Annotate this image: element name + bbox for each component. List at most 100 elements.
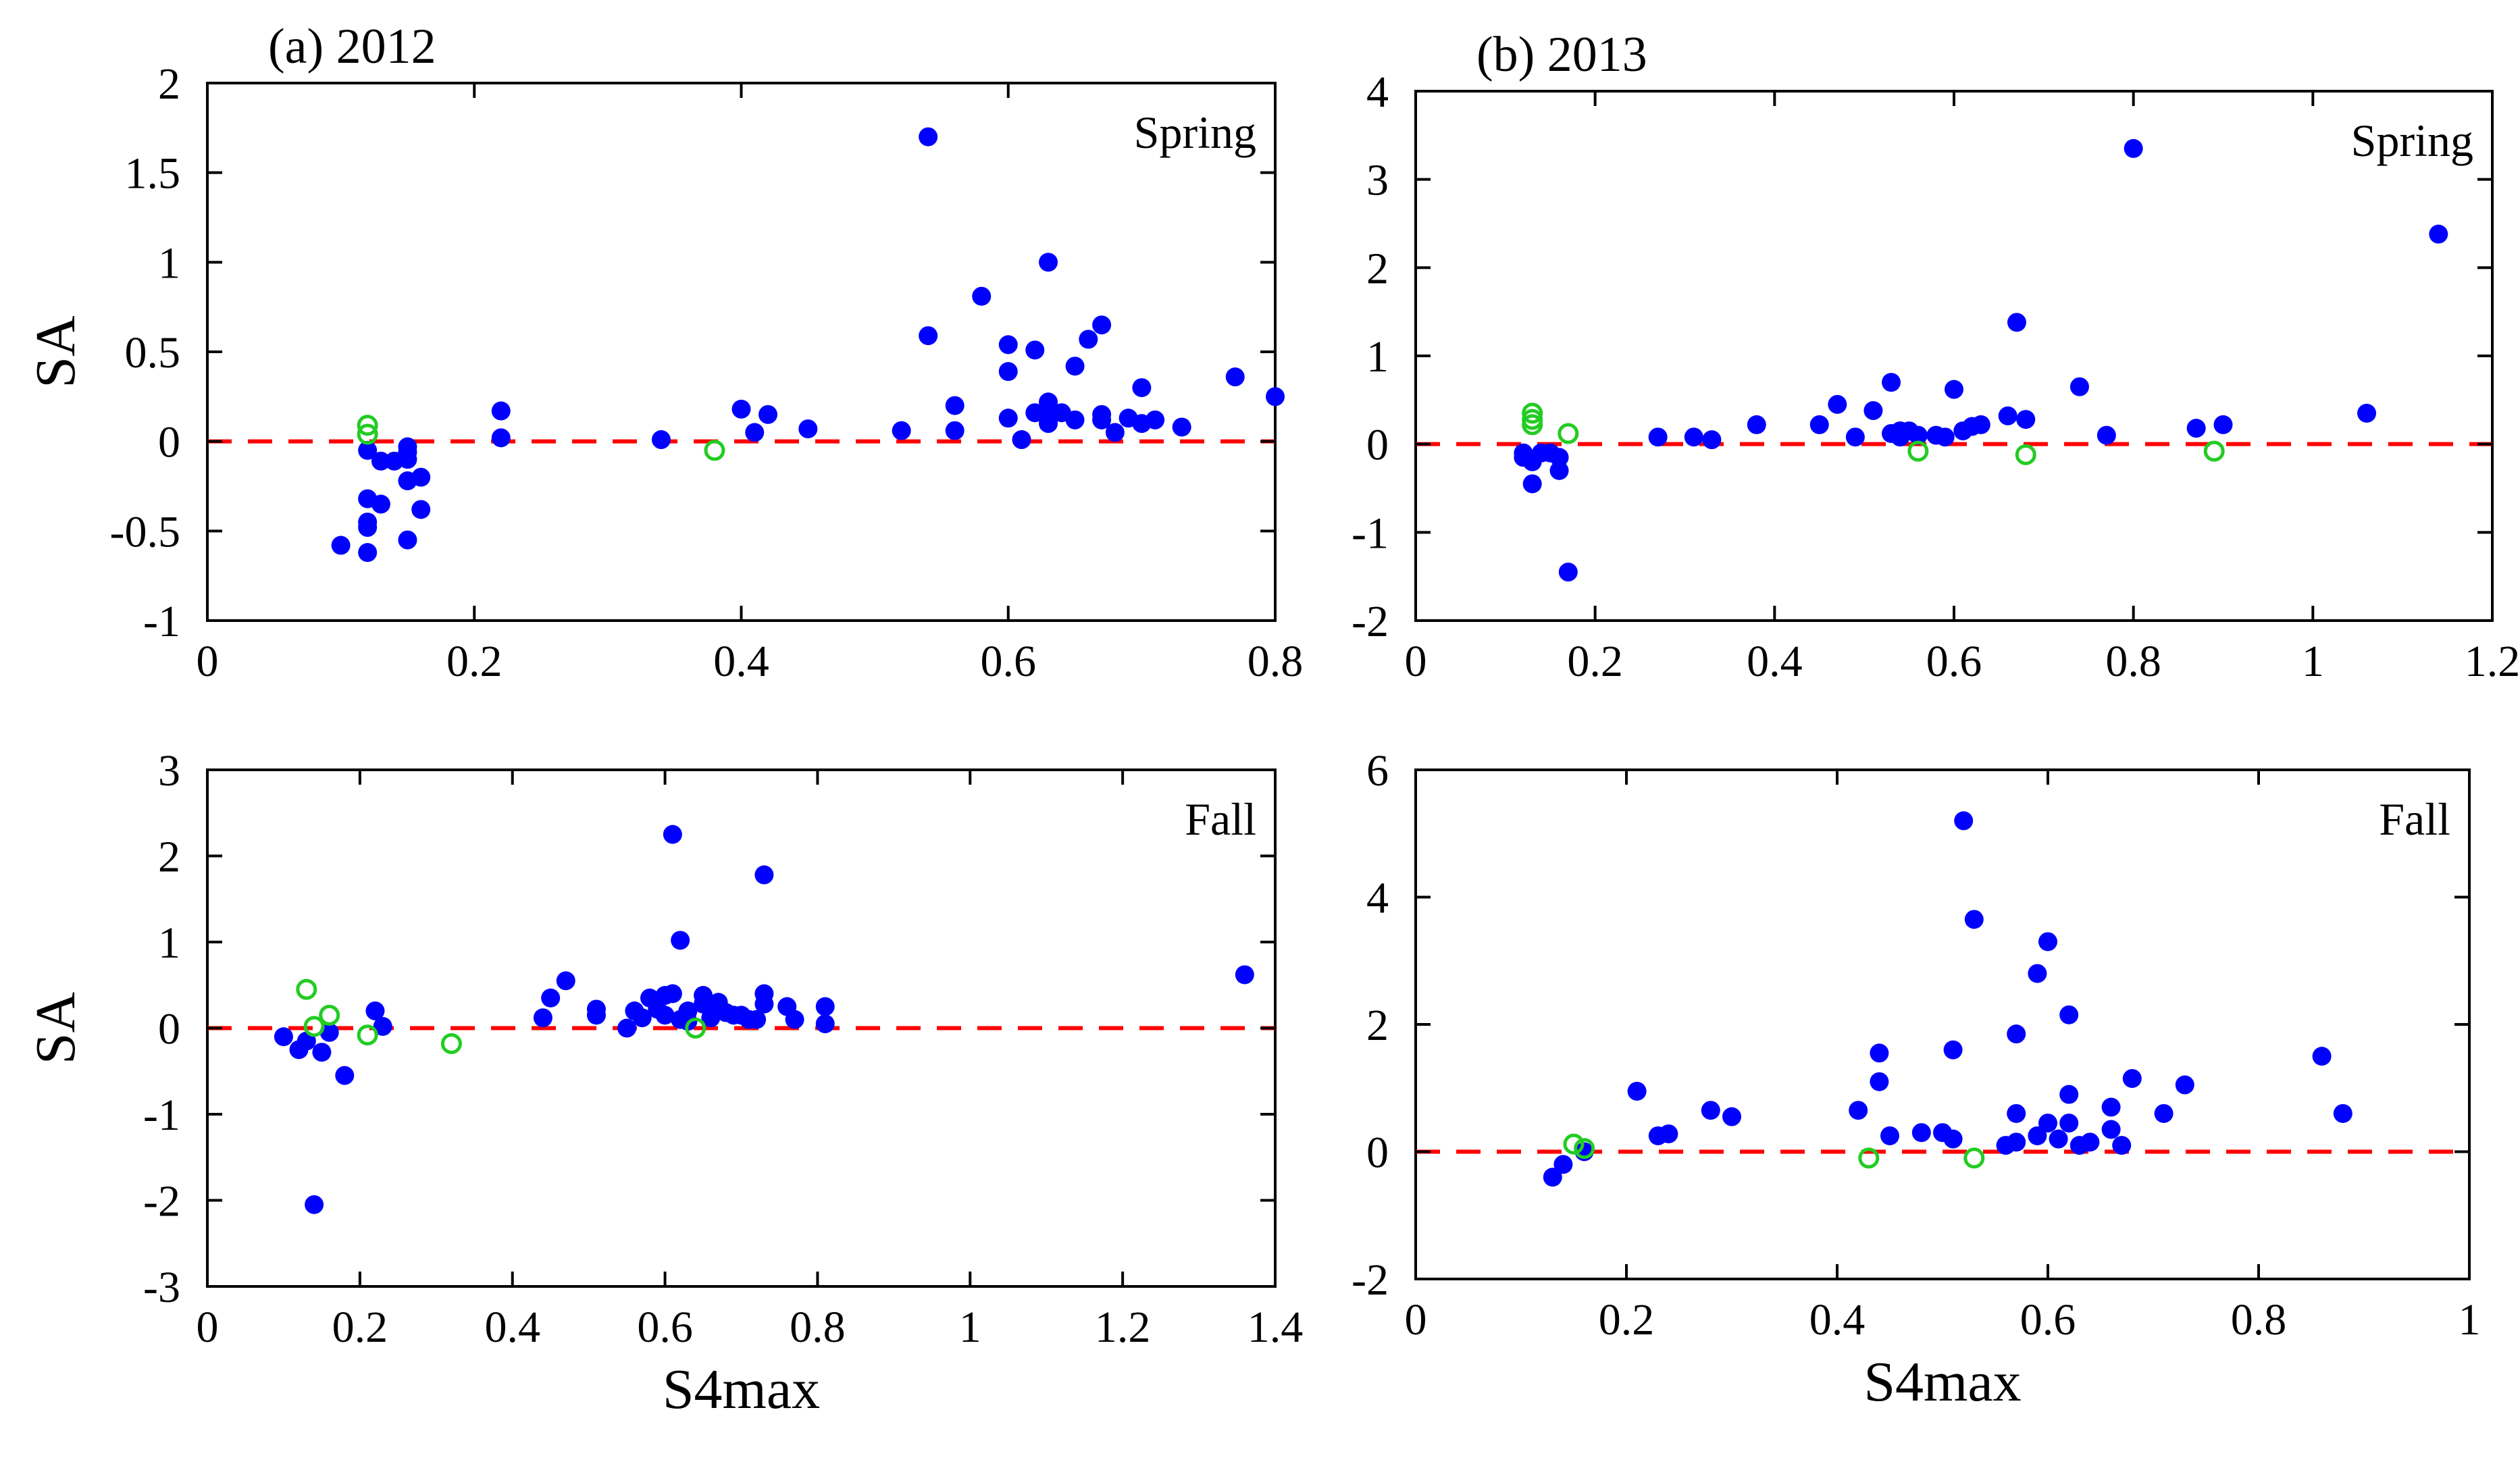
data-point-filled [651,430,671,450]
data-point-filled [945,421,965,440]
season-label: Spring [2351,115,2473,166]
data-point-filled [2333,1103,2352,1123]
panel-title: (a) 2012 [268,19,436,74]
data-point-filled [892,421,911,440]
data-point-filled [2122,1069,2142,1089]
data-point-filled [2429,224,2448,244]
data-point-filled [2059,1005,2079,1024]
data-point-filled [1549,461,1569,480]
y-tick-label: 0 [1366,421,1389,470]
data-point-open [1563,1133,1585,1155]
data-point-filled [747,1010,767,1029]
data-point-filled [919,326,938,346]
x-tick-label: 0 [197,637,219,686]
data-point-filled [655,1006,675,1025]
panel-b-fall: 0 0.2 0.4 0.6 0.8 1 -2 0 2 4 6 Fall S4max [1352,746,2480,1413]
y-tick-label: -2 [1352,1255,1389,1305]
data-point-open [2203,440,2225,462]
data-point-filled [358,543,378,563]
data-point-open [1858,1147,1880,1169]
data-point-filled [1543,1168,1562,1187]
data-point-filled [2101,1097,2121,1117]
data-point-filled [1065,357,1085,376]
data-point-filled [1870,1072,1889,1091]
y-tick-label: 1 [158,918,180,968]
data-point-open [357,415,378,436]
data-point-open [1522,414,1543,436]
data-point-open [296,978,317,1000]
data-point-filled [663,984,682,1003]
data-point-filled [2175,1075,2194,1095]
data-point-filled [2213,415,2233,434]
data-point-filled [1882,373,1901,392]
data-point-filled [491,428,511,448]
data-point-filled [305,1195,324,1214]
x-tick-label: 0 [197,1303,219,1352]
data-point-filled [998,335,1018,355]
panel-title: (b) 2013 [1476,27,1647,82]
data-point-filled [2049,1129,2068,1149]
data-point-filled [1880,1126,1899,1145]
data-point-filled [1235,965,1254,985]
data-point-filled [2007,313,2026,332]
data-point-filled [541,988,561,1008]
y-tick-label: -2 [143,1177,180,1226]
panel-a-spring: 0 0.2 0.4 0.6 0.8 -1 -0.5 0 0.5 1 1.5 2 (a) 2012 Spri… [24,19,1303,686]
y-tick-label: 0.5 [125,328,181,377]
data-point-open [1907,440,1929,462]
y-tick-label: 0 [158,1005,180,1054]
y-tick-label: 1 [1366,332,1389,382]
data-point-open [357,1024,378,1046]
data-point-filled [1945,380,1963,399]
data-point-filled [533,1008,552,1028]
x-tick-label: 0.8 [1248,637,1304,686]
y-axis-label: SA [24,991,87,1064]
data-point-filled [1702,430,1722,450]
data-point-filled [411,500,431,519]
data-point-filled [1266,387,1285,407]
data-point-filled [2016,410,2036,429]
data-point-filled [1146,410,1165,429]
data-point-filled [1225,367,1245,387]
x-axis-label: S4max [663,1358,820,1421]
data-point-open [1522,402,1543,424]
y-tick-label: 2 [1366,1001,1389,1050]
data-point-filled [2097,425,2116,445]
data-point-filled [815,997,835,1016]
data-point-filled [398,530,417,550]
data-point-open [357,423,378,445]
y-tick-label: -1 [143,597,180,646]
data-point-filled [617,1018,637,1038]
data-point-open [440,1033,462,1054]
x-tick-label: 0.2 [1567,637,1623,686]
data-point-filled [2101,1120,2121,1139]
x-tick-label: 1 [959,1303,981,1352]
y-tick-label: 2 [1366,244,1389,293]
data-point-filled [1039,414,1058,434]
data-point-filled [798,419,818,439]
data-point-filled [411,467,431,487]
data-point-filled [1935,427,1955,447]
data-point-filled [371,494,390,514]
data-point-filled [2186,419,2206,438]
data-point-filled [586,999,606,1019]
data-point-filled [998,362,1018,382]
data-point-filled [731,399,751,419]
data-point-open [303,1016,325,1037]
data-point-filled [1747,415,1766,434]
data-point-filled [972,286,992,306]
y-tick-label: 6 [1366,746,1389,795]
data-point-filled [2059,1085,2079,1104]
panel-a-fall: 0 0.2 0.4 0.6 0.8 1 1.2 1.4 -3 -2 -1 0 1 2 3 Fall SA S4ma… [24,746,1303,1421]
data-point-filled [1627,1081,1647,1101]
data-point-filled [1065,410,1085,429]
data-point-filled [1025,340,1045,360]
data-point-filled [1522,474,1542,494]
x-tick-label: 0 [1405,637,1427,686]
x-tick-label: 0.4 [1747,637,1803,686]
x-tick-label: 0.6 [981,637,1037,686]
data-point-filled [2007,1132,2026,1152]
data-point-filled [2038,932,2057,951]
data-point-filled [2069,377,2089,396]
data-point-filled [1870,1043,1889,1063]
